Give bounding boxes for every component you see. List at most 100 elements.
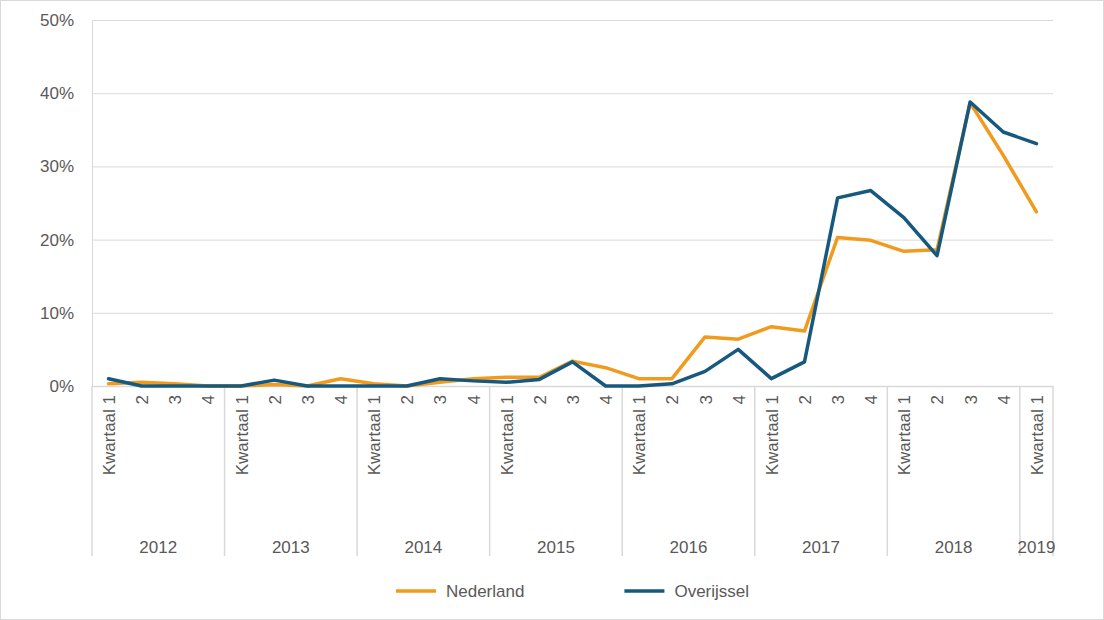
x-tick: 4: [465, 386, 484, 404]
grid-line: [92, 166, 1053, 167]
group-separator: [887, 386, 889, 556]
x-tick: 4: [995, 386, 1014, 404]
x-group-label: 2018: [935, 538, 973, 557]
x-tick: 4: [199, 386, 218, 404]
x-tick-label: 4: [465, 395, 484, 404]
y-tick: 40%: [40, 84, 1053, 103]
series-line: [109, 102, 1037, 386]
x-tick-label: 2: [133, 395, 152, 404]
group-separator: [224, 386, 226, 556]
x-tick-label: 2: [266, 395, 285, 404]
x-tick-label: 2: [796, 395, 815, 404]
x-tick-label: 3: [299, 395, 318, 404]
x-tick: Kwartaal 1: [1028, 386, 1047, 475]
y-tick: 30%: [40, 157, 1053, 176]
x-tick: Kwartaal 1: [630, 386, 649, 475]
x-tick-label: Kwartaal 1: [895, 395, 914, 475]
x-group-label: 2012: [139, 538, 177, 557]
x-tick-label: 2: [531, 395, 550, 404]
group-separator: [1019, 386, 1021, 556]
grid-line: [92, 93, 1053, 94]
y-tick-label: 10%: [40, 304, 74, 323]
x-tick: 4: [730, 386, 749, 404]
x-tick: 3: [166, 386, 185, 404]
x-group-label: 2015: [537, 538, 575, 557]
x-groups: 20122013201420152016201720182019: [92, 386, 1055, 557]
y-tick-label: 20%: [40, 231, 74, 250]
x-tick: 2: [928, 386, 947, 404]
x-tick-label: 4: [199, 395, 218, 404]
x-tick: Kwartaal 1: [763, 386, 782, 475]
x-tick-label: Kwartaal 1: [630, 395, 649, 475]
x-tick: 2: [133, 386, 152, 404]
x-tick: Kwartaal 1: [365, 386, 384, 475]
x-tick-label: 4: [597, 395, 616, 404]
x-tick-label: 3: [962, 395, 981, 404]
x-tick: Kwartaal 1: [100, 386, 119, 475]
x-tick: 3: [299, 386, 318, 404]
x-tick-label: Kwartaal 1: [365, 395, 384, 475]
x-tick-label: 3: [697, 395, 716, 404]
x-tick-label: 3: [431, 395, 450, 404]
group-separator: [91, 386, 93, 556]
y-axis-line: [93, 21, 1054, 387]
grid-line: [92, 240, 1053, 241]
x-group-label: 2017: [802, 538, 840, 557]
x-tick-label: Kwartaal 1: [763, 395, 782, 475]
grid-line: [92, 313, 1053, 314]
x-group-label: 2019: [1018, 538, 1056, 557]
legend-key: [396, 589, 436, 593]
group-separator: [356, 386, 358, 556]
legend-item: Nederland: [396, 582, 524, 601]
x-tick-label: 4: [862, 395, 881, 404]
frame: [1, 1, 1104, 620]
legend-label: Overijssel: [674, 582, 749, 601]
chart: 0% 10% 20% 30% 40% 50% Kwartaal 1 2 3 4 Kwartaal 1…: [0, 0, 1104, 620]
series-line: [109, 103, 1037, 386]
x-tick: Kwartaal 1: [895, 386, 914, 475]
grid-line: [92, 20, 1053, 21]
x-axis: Kwartaal 1234Kwartaal 1234Kwartaal 1234K…: [93, 386, 1054, 475]
x-tick-label: 2: [663, 395, 682, 404]
x-tick-label: 3: [564, 395, 583, 404]
x-tick: 2: [796, 386, 815, 404]
legend-item: Overijssel: [624, 582, 749, 601]
x-tick: 4: [332, 386, 351, 404]
x-tick: 4: [862, 386, 881, 404]
x-tick-label: Kwartaal 1: [498, 395, 517, 475]
y-tick-label: 30%: [40, 157, 74, 176]
x-tick: 3: [564, 386, 583, 404]
y-tick-label: 0%: [49, 377, 74, 396]
lines: [109, 102, 1037, 386]
x-group-label: 2014: [404, 538, 442, 557]
y-tick-label: 50%: [40, 11, 74, 30]
x-tick: 2: [531, 386, 550, 404]
x-tick-label: 2: [398, 395, 417, 404]
legend-label: Nederland: [446, 582, 524, 601]
x-tick: 2: [266, 386, 285, 404]
x-tick-label: 4: [332, 395, 351, 404]
x-tick: 4: [597, 386, 616, 404]
x-tick: 3: [431, 386, 450, 404]
x-tick: 3: [962, 386, 981, 404]
y-tick: 50%: [40, 11, 1053, 30]
x-tick: Kwartaal 1: [498, 386, 517, 475]
group-separator: [1052, 386, 1054, 556]
legend: Nederland Overijssel: [396, 582, 749, 601]
x-tick-label: 4: [995, 395, 1014, 404]
x-tick: 3: [829, 386, 848, 404]
x-tick: Kwartaal 1: [233, 386, 252, 475]
legend-key: [624, 589, 664, 593]
x-tick: 3: [697, 386, 716, 404]
group-separator: [754, 386, 756, 556]
y-tick: 20%: [40, 231, 1053, 250]
x-tick: 2: [663, 386, 682, 404]
y-axis: 0% 10% 20% 30% 40% 50%: [40, 11, 1053, 396]
group-separator: [621, 386, 623, 556]
y-tick-label: 40%: [40, 84, 74, 103]
x-tick-label: 2: [928, 395, 947, 404]
x-tick-label: Kwartaal 1: [100, 395, 119, 475]
x-tick-label: Kwartaal 1: [1028, 395, 1047, 475]
x-tick: 2: [398, 386, 417, 404]
x-tick-label: Kwartaal 1: [233, 395, 252, 475]
